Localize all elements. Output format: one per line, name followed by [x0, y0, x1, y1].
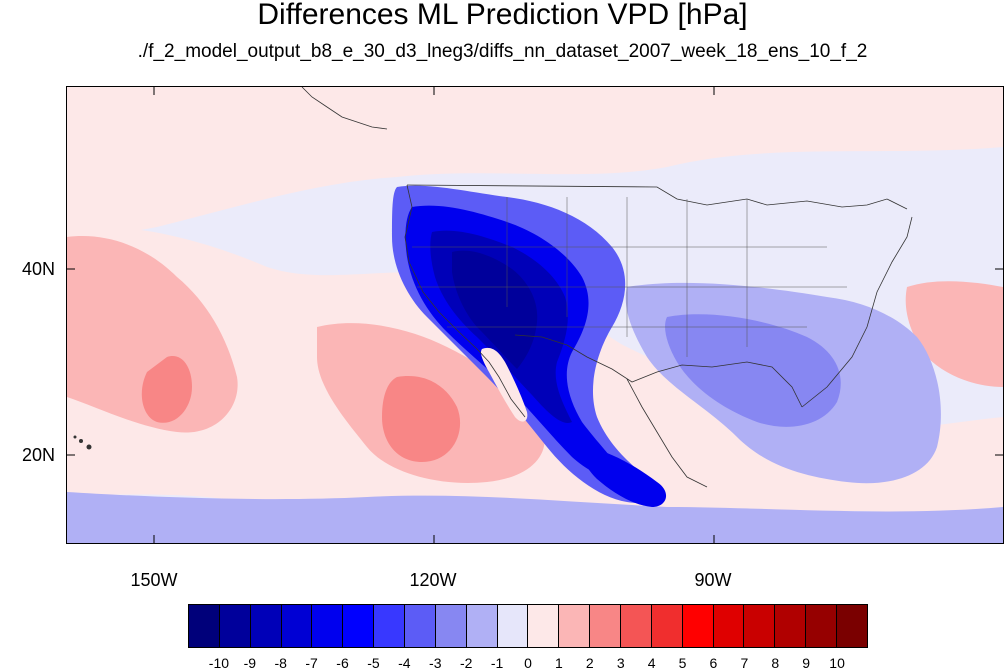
colorbar-swatch [219, 605, 251, 647]
colorbar-tick-label: 9 [802, 655, 811, 671]
colorbar-tick-label: -10 [208, 655, 230, 671]
colorbar-swatch [806, 605, 838, 647]
colorbar-tick-label: -9 [243, 655, 257, 671]
map-title: Differences ML Prediction VPD [hPa] [257, 0, 748, 31]
colorbar-swatch [405, 605, 436, 647]
colorbar-swatch [374, 605, 406, 647]
colorbar-tick-label: 8 [771, 655, 780, 671]
colorbar-tick-label: 0 [524, 655, 532, 671]
colorbar-swatch [744, 605, 776, 647]
colorbar-swatch [682, 605, 714, 647]
colorbar-tick-label: 5 [678, 655, 687, 671]
colorbar-swatch [435, 605, 467, 647]
colorbar-swatch [497, 605, 529, 647]
colorbar-tick-label: -4 [398, 655, 411, 671]
lat-label-40n: 40N [22, 259, 56, 279]
colorbar-swatch [713, 605, 745, 647]
colorbar-tick-label: -2 [459, 655, 473, 671]
map-panel [66, 86, 1004, 544]
colorbar-swatch [621, 605, 652, 647]
colorbar-swatch [250, 605, 282, 647]
colorbar-tick-label: -8 [274, 655, 287, 671]
lat-label-20n: 20N [22, 445, 56, 465]
colorbar-tick-label: 7 [740, 655, 749, 671]
colorbar-swatch [281, 605, 313, 647]
lon-label-150w: 150W [130, 570, 178, 590]
lon-label-120w: 120W [409, 570, 457, 590]
colorbar-tick-label: 2 [585, 655, 594, 671]
colorbar-swatch [528, 605, 560, 647]
colorbar-swatch [343, 605, 375, 647]
colorbar-swatch [559, 605, 591, 647]
colorbar-swatch [312, 605, 344, 647]
colorbar-tick-label: -5 [367, 655, 380, 671]
colorbar-tick-label: 1 [555, 655, 563, 671]
colorbar-swatch [837, 605, 867, 647]
colorbar-tick-label: -7 [305, 655, 318, 671]
colorbar-swatch [189, 605, 220, 647]
colorbar [188, 604, 868, 648]
colorbar-swatch [651, 605, 683, 647]
colorbar-tick-label: -3 [429, 655, 442, 671]
colorbar-tick-label: 4 [647, 655, 656, 671]
colorbar-swatch [590, 605, 622, 647]
colorbar-swatch [775, 605, 807, 647]
colorbar-tick-label: -6 [336, 655, 349, 671]
colorbar-swatch [466, 605, 498, 647]
map-subtitle: ./f_2_model_output_b8_e_30_d3_lneg3/diff… [137, 41, 868, 62]
colorbar-tick-label: 6 [709, 655, 718, 671]
vpd-difference-field [67, 87, 1003, 543]
colorbar-tick-label: 10 [829, 655, 845, 671]
lon-label-90w: 90W [694, 570, 732, 590]
colorbar-tick-label: 3 [616, 655, 625, 671]
colorbar-tick-label: -1 [490, 655, 504, 671]
